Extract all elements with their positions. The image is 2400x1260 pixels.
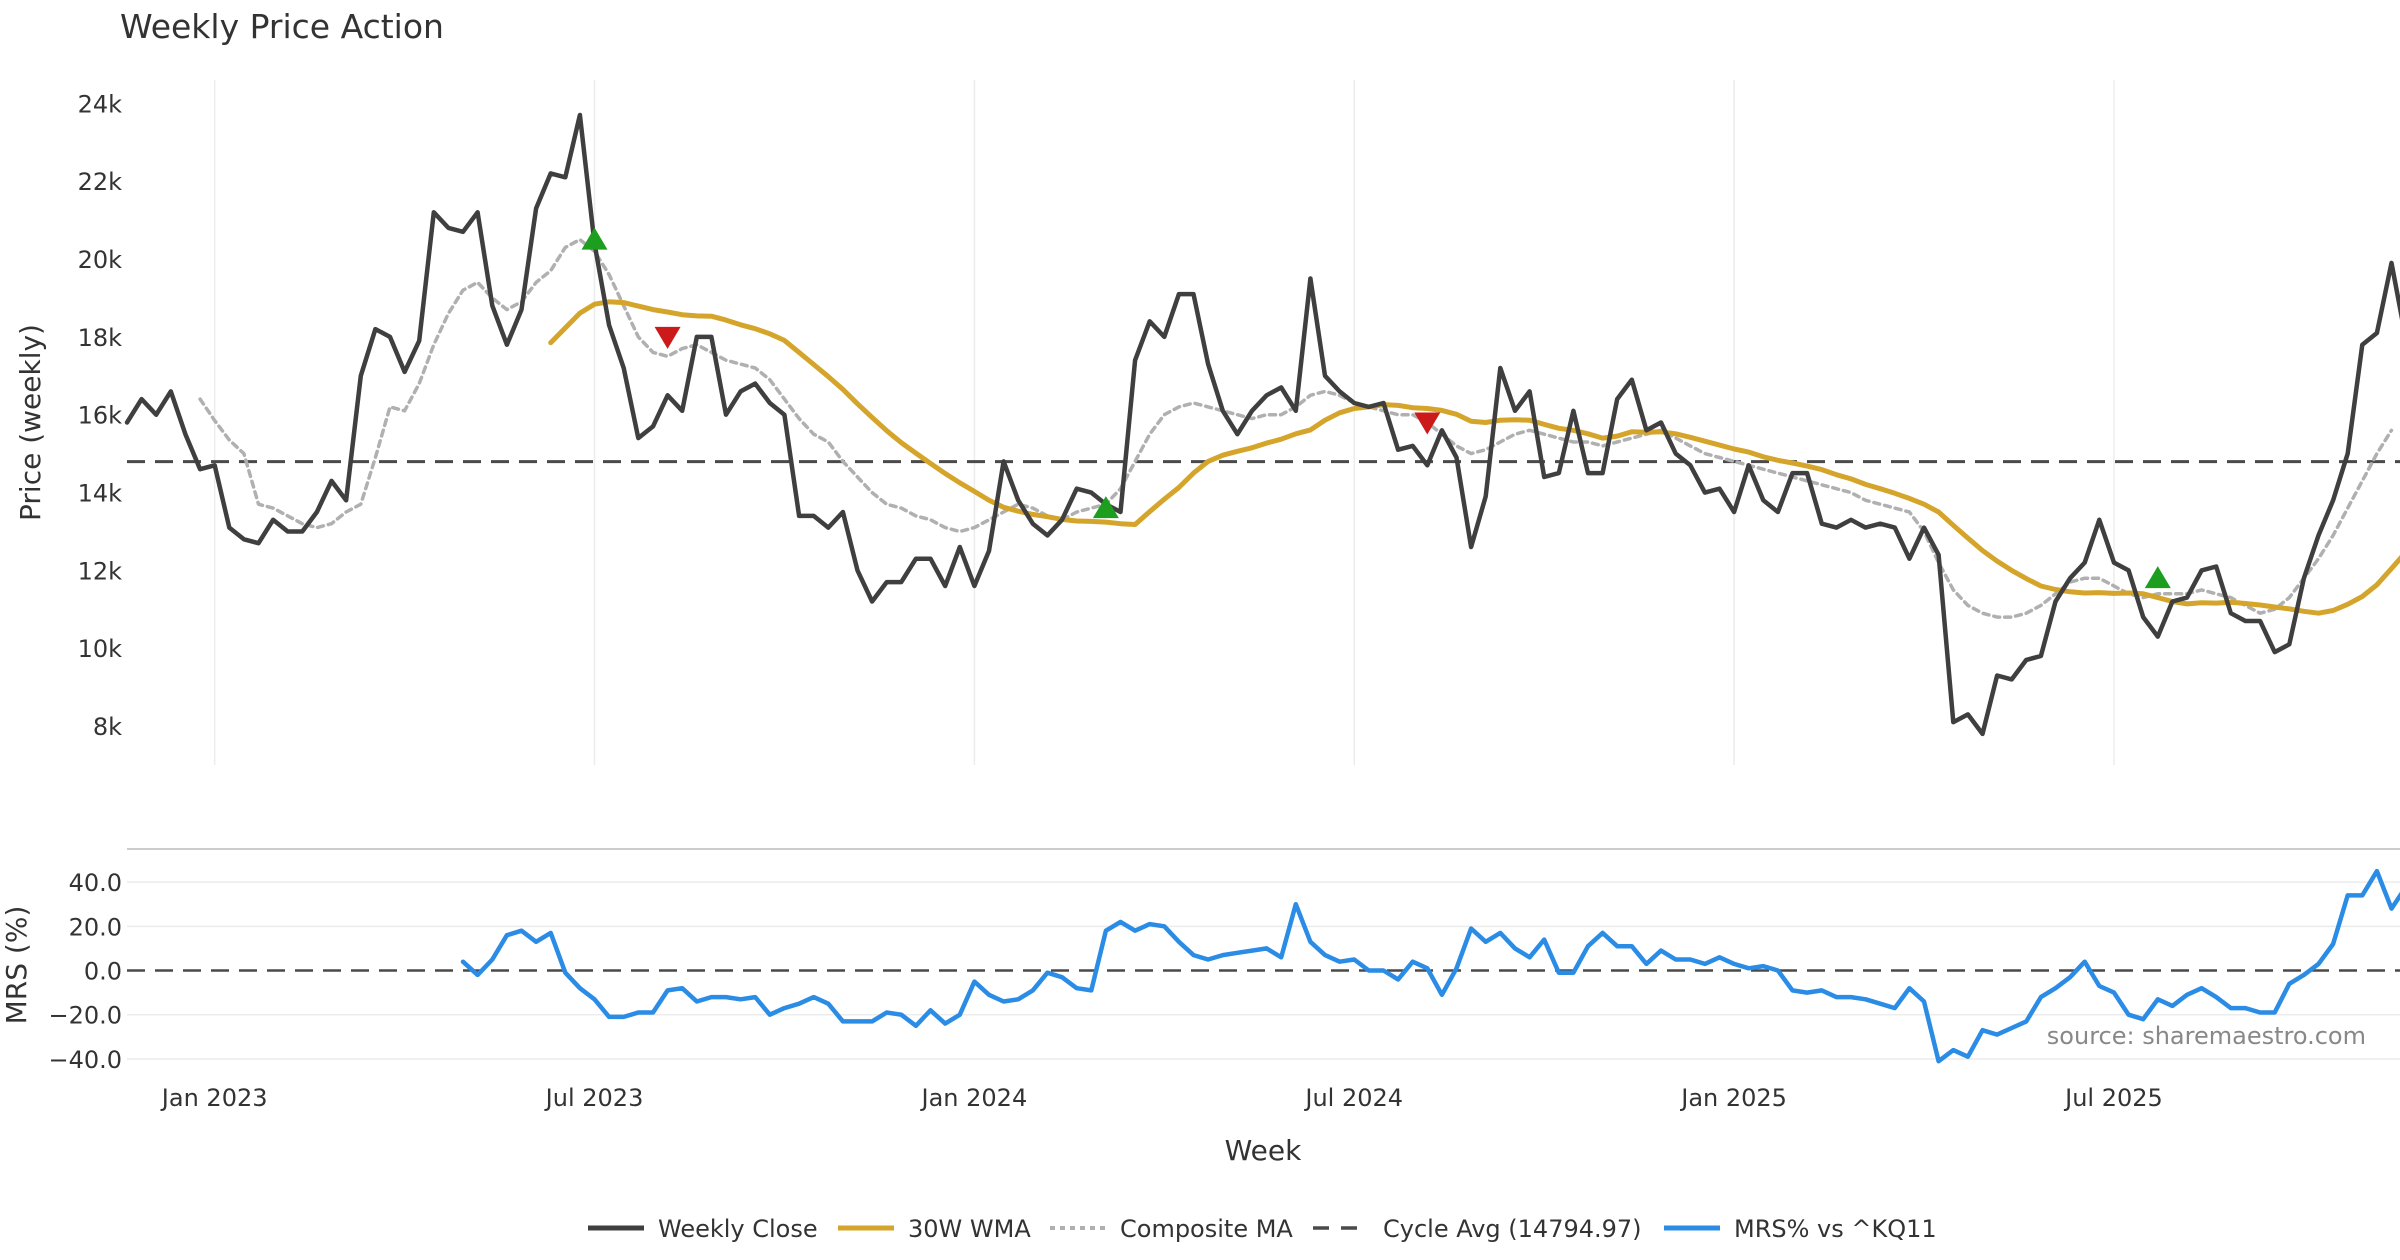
mrs-grid [127,881,2400,1060]
legend: Weekly Close 30W WMA Composite MA Cycle Avg… [588,1215,1937,1243]
legend-label: Weekly Close [658,1215,818,1243]
buy-signal-marker [2144,566,2171,589]
legend-label: Composite MA [1120,1215,1293,1243]
price-y-tick-label: 14k [78,480,123,508]
sell-signal-marker [1414,412,1441,435]
legend-label: 30W WMA [908,1215,1031,1243]
x-tick-label: Jul 2025 [2063,1084,2163,1112]
mrs-y-tick-label: 20.0 [69,913,122,941]
mrs-y-tick-label: 40.0 [69,869,122,897]
price-grid [213,80,2115,765]
buy-signal-marker [1092,496,1119,519]
x-tick-label: Jan 2024 [920,1084,1028,1112]
price-y-tick-label: 16k [78,402,123,430]
x-tick-label: Jul 2023 [544,1084,644,1112]
price-y-axis-label: Price (weekly) [14,324,47,521]
x-tick-label: Jan 2025 [1679,1084,1787,1112]
source-note: source: sharemaestro.com [2047,1022,2366,1050]
price-y-tick-label: 22k [78,168,123,196]
mrs-y-axis-label: MRS (%) [0,906,33,1025]
x-tick-label: Jul 2024 [1303,1084,1403,1112]
mrs-y-tick-label: −20.0 [48,1002,122,1030]
legend-label: Cycle Avg (14794.97) [1383,1215,1642,1243]
price-series [124,112,2400,737]
sell-signal-marker [654,326,681,349]
x-axis-label: Week [1225,1134,1302,1167]
legend-label: MRS% vs ^KQ11 [1734,1215,1937,1243]
mrs-series [127,868,2400,1064]
composite-ma-line [198,237,2394,619]
mrs-y-tick-label: 0.0 [84,958,122,986]
buy-signal-marker [581,227,608,250]
mrs-line [460,868,2400,1064]
price-y-tick-label: 18k [78,324,123,352]
price-y-tick-label: 10k [78,635,123,663]
mrs-y-tick-labels: −40.0 −20.0 0.0 20.0 40.0 [48,869,122,1074]
price-y-tick-labels: 8k 10k 12k 14k 16k 18k 20k 22k 24k [78,90,123,741]
price-y-tick-label: 12k [78,557,123,585]
weekly-close-line [124,112,2400,737]
price-y-tick-label: 20k [78,246,123,274]
price-y-tick-label: 8k [93,713,122,741]
price-y-tick-label: 24k [78,90,123,118]
mrs-y-tick-label: −40.0 [48,1046,122,1074]
x-tick-labels: Jan 2023 Jul 2023 Jan 2024 Jul 2024 Jan 2025… [160,1084,2163,1112]
trade-signals [581,227,2171,589]
chart-title: Weekly Price Action [120,7,444,46]
x-tick-label: Jan 2023 [160,1084,268,1112]
